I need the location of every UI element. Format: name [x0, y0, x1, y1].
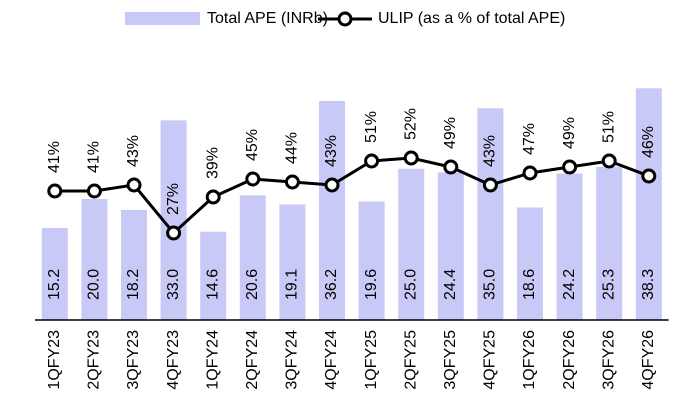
line-marker [86, 183, 102, 199]
x-tick-label: 4QFY26 [640, 330, 657, 390]
x-tick-label: 3QFY26 [600, 330, 617, 390]
line-value-label: 41% [86, 141, 103, 173]
bar-value-label: 20.0 [86, 269, 103, 300]
legend-label: Total APE (INRb) [207, 10, 328, 27]
line [54, 156, 650, 236]
bar [358, 201, 385, 320]
line-marker [284, 174, 300, 190]
bar [398, 168, 425, 320]
bar [121, 209, 147, 320]
x-tick-label: 2QFY23 [86, 330, 103, 390]
bar-value-label: 19.6 [363, 269, 380, 300]
line-value-label: 49% [442, 117, 459, 149]
bar [556, 173, 583, 320]
bar [200, 231, 227, 320]
x-tick-label: 1QFY24 [204, 330, 221, 390]
line-value-label: 44% [284, 132, 301, 164]
bar-value-label: 18.2 [125, 269, 142, 300]
bar [239, 195, 266, 320]
legend-marker [337, 11, 353, 27]
x-tick-label: 4QFY23 [165, 330, 182, 390]
bar-value-label: 20.6 [244, 269, 261, 300]
x-tick-label: 3QFY25 [442, 330, 459, 390]
bar [477, 108, 504, 320]
line-value-label: 39% [204, 147, 221, 179]
bar-value-label: 36.2 [323, 269, 340, 300]
bar-value-label: 25.0 [402, 269, 419, 300]
bar-value-label: 35.0 [482, 269, 499, 300]
line-value-label: 52% [402, 108, 419, 140]
bar-value-label: 14.6 [204, 269, 221, 300]
line-marker [364, 153, 380, 169]
bar [596, 166, 623, 320]
bar-value-label: 38.3 [640, 269, 657, 300]
bar-value-label: 18.6 [521, 269, 538, 300]
x-tick-label: 2QFY26 [561, 330, 578, 390]
line-value-label: 45% [244, 129, 261, 161]
line-value-label: 27% [165, 183, 182, 215]
line-marker [522, 165, 538, 181]
line-marker [443, 159, 459, 175]
bar [635, 88, 662, 320]
x-tick-label: 1QFY25 [363, 330, 380, 390]
line-marker [562, 159, 578, 175]
line-marker [601, 153, 617, 169]
line-value-label: 43% [482, 135, 499, 167]
bar [437, 172, 464, 320]
line-marker [245, 171, 261, 187]
line-marker [205, 189, 221, 205]
x-tick-label: 1QFY26 [521, 330, 538, 390]
x-tick-label: 2QFY25 [402, 330, 419, 390]
bar [279, 204, 306, 320]
line-marker [403, 150, 419, 166]
x-tick-label: 4QFY24 [323, 330, 340, 390]
bar-value-label: 24.4 [442, 269, 459, 300]
line-value-label: 49% [561, 117, 578, 149]
legend-swatch [125, 12, 200, 25]
x-tick-label: 3QFY24 [284, 330, 301, 390]
bar-value-label: 19.1 [284, 269, 301, 300]
line-marker [324, 177, 340, 193]
legend-label: ULIP (as a % of total APE) [378, 10, 565, 27]
bar [319, 100, 345, 321]
line-marker [47, 183, 63, 199]
bar-value-label: 25.3 [600, 269, 617, 300]
bar [81, 199, 108, 320]
line-value-label: 43% [323, 135, 340, 167]
bar-value-label: 33.0 [165, 269, 182, 300]
bar [41, 228, 68, 320]
x-tick-label: 4QFY25 [482, 330, 499, 390]
bar-value-label: 15.2 [46, 269, 63, 300]
x-tick-label: 1QFY23 [46, 330, 63, 390]
bar [517, 207, 543, 320]
line-value-label: 47% [521, 123, 538, 155]
line-marker [641, 168, 657, 184]
line-marker [126, 177, 142, 193]
x-tick-label: 3QFY23 [125, 330, 142, 390]
line-value-label: 43% [125, 135, 142, 167]
line-marker [482, 177, 498, 193]
line-value-label: 46% [640, 126, 657, 158]
x-tick-label: 2QFY24 [244, 330, 261, 390]
bar-value-label: 24.2 [561, 269, 578, 300]
line-marker [166, 225, 182, 241]
line-value-label: 51% [600, 111, 617, 143]
line-value-label: 51% [363, 111, 380, 143]
line-value-label: 41% [46, 141, 63, 173]
